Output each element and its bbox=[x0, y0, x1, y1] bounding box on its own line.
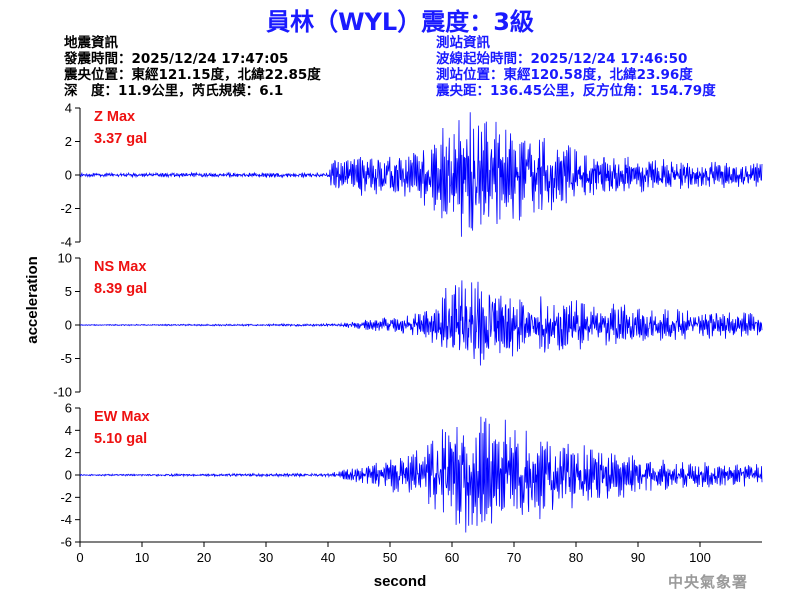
x-axis: 0 10 20 30 40 50 60 70 80 90 100 bbox=[76, 542, 762, 565]
y-axis-label: acceleration bbox=[24, 256, 41, 344]
channel-panel: -6 -4 -2 0 2 4 6 EW Max 5.10 gal bbox=[60, 401, 762, 550]
y-tick-label: 4 bbox=[65, 423, 72, 438]
y-tick-label: -2 bbox=[60, 201, 72, 216]
x-tick-label: 90 bbox=[631, 550, 645, 565]
waveform-line bbox=[80, 417, 762, 533]
x-tick-label: 40 bbox=[321, 550, 335, 565]
channel-max-value: 3.37 gal bbox=[94, 131, 147, 147]
y-tick-label: 4 bbox=[65, 101, 72, 116]
x-tick-label: 50 bbox=[383, 550, 397, 565]
x-axis-label: second bbox=[374, 573, 427, 590]
y-tick-label: 0 bbox=[65, 168, 72, 183]
channel-panel: -4 -2 0 2 4 Z Max 3.37 gal bbox=[60, 101, 762, 250]
y-tick-label: 10 bbox=[58, 251, 72, 266]
y-tick-label: -2 bbox=[60, 490, 72, 505]
y-tick-label: -10 bbox=[53, 385, 72, 400]
channel-label: EW Max bbox=[94, 409, 150, 425]
y-tick-label: 0 bbox=[65, 468, 72, 483]
y-tick-label: -6 bbox=[60, 535, 72, 550]
channel-max-value: 5.10 gal bbox=[94, 431, 147, 447]
y-tick-label: 5 bbox=[65, 284, 72, 299]
y-tick-label: 0 bbox=[65, 318, 72, 333]
channel-panel: -10 -5 0 5 10 NS Max 8.39 gal bbox=[53, 251, 762, 400]
x-tick-label: 60 bbox=[445, 550, 459, 565]
agency-watermark: 中央氣象署 bbox=[668, 571, 748, 592]
y-tick-label: -5 bbox=[60, 351, 72, 366]
waveform-line bbox=[80, 112, 762, 237]
channel-label: Z Max bbox=[94, 109, 135, 125]
x-tick-label: 80 bbox=[569, 550, 583, 565]
x-tick-label: 0 bbox=[76, 550, 83, 565]
x-tick-label: 70 bbox=[507, 550, 521, 565]
channel-max-value: 8.39 gal bbox=[94, 281, 147, 297]
y-tick-label: -4 bbox=[60, 235, 72, 250]
x-tick-label: 100 bbox=[689, 550, 711, 565]
y-tick-label: -4 bbox=[60, 512, 72, 527]
x-tick-label: 10 bbox=[135, 550, 149, 565]
panels: -4 -2 0 2 4 Z Max 3.37 gal -10 -5 0 5 10 NS Max 8.39 … bbox=[53, 101, 762, 550]
x-tick-label: 20 bbox=[197, 550, 211, 565]
waveform-line bbox=[80, 280, 762, 365]
y-tick-label: 6 bbox=[65, 401, 72, 416]
channel-label: NS Max bbox=[94, 259, 146, 275]
x-tick-label: 30 bbox=[259, 550, 273, 565]
y-tick-label: 2 bbox=[65, 445, 72, 460]
y-tick-label: 2 bbox=[65, 134, 72, 149]
